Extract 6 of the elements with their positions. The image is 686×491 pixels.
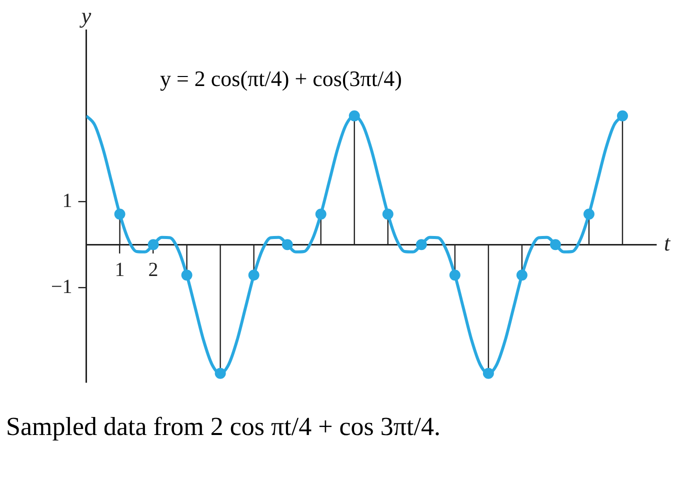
- text: y = 2 cos(πt/4) + cos(3πt/4): [160, 66, 402, 92]
- text: Sampled data from 2 cos πt/4 + cos 3πt/4.: [6, 412, 440, 442]
- y-tick-label: −1: [51, 276, 72, 298]
- y-axis-title: y: [79, 2, 92, 28]
- x-tick-label: 2: [148, 258, 158, 281]
- x-axis-title: t: [664, 230, 671, 256]
